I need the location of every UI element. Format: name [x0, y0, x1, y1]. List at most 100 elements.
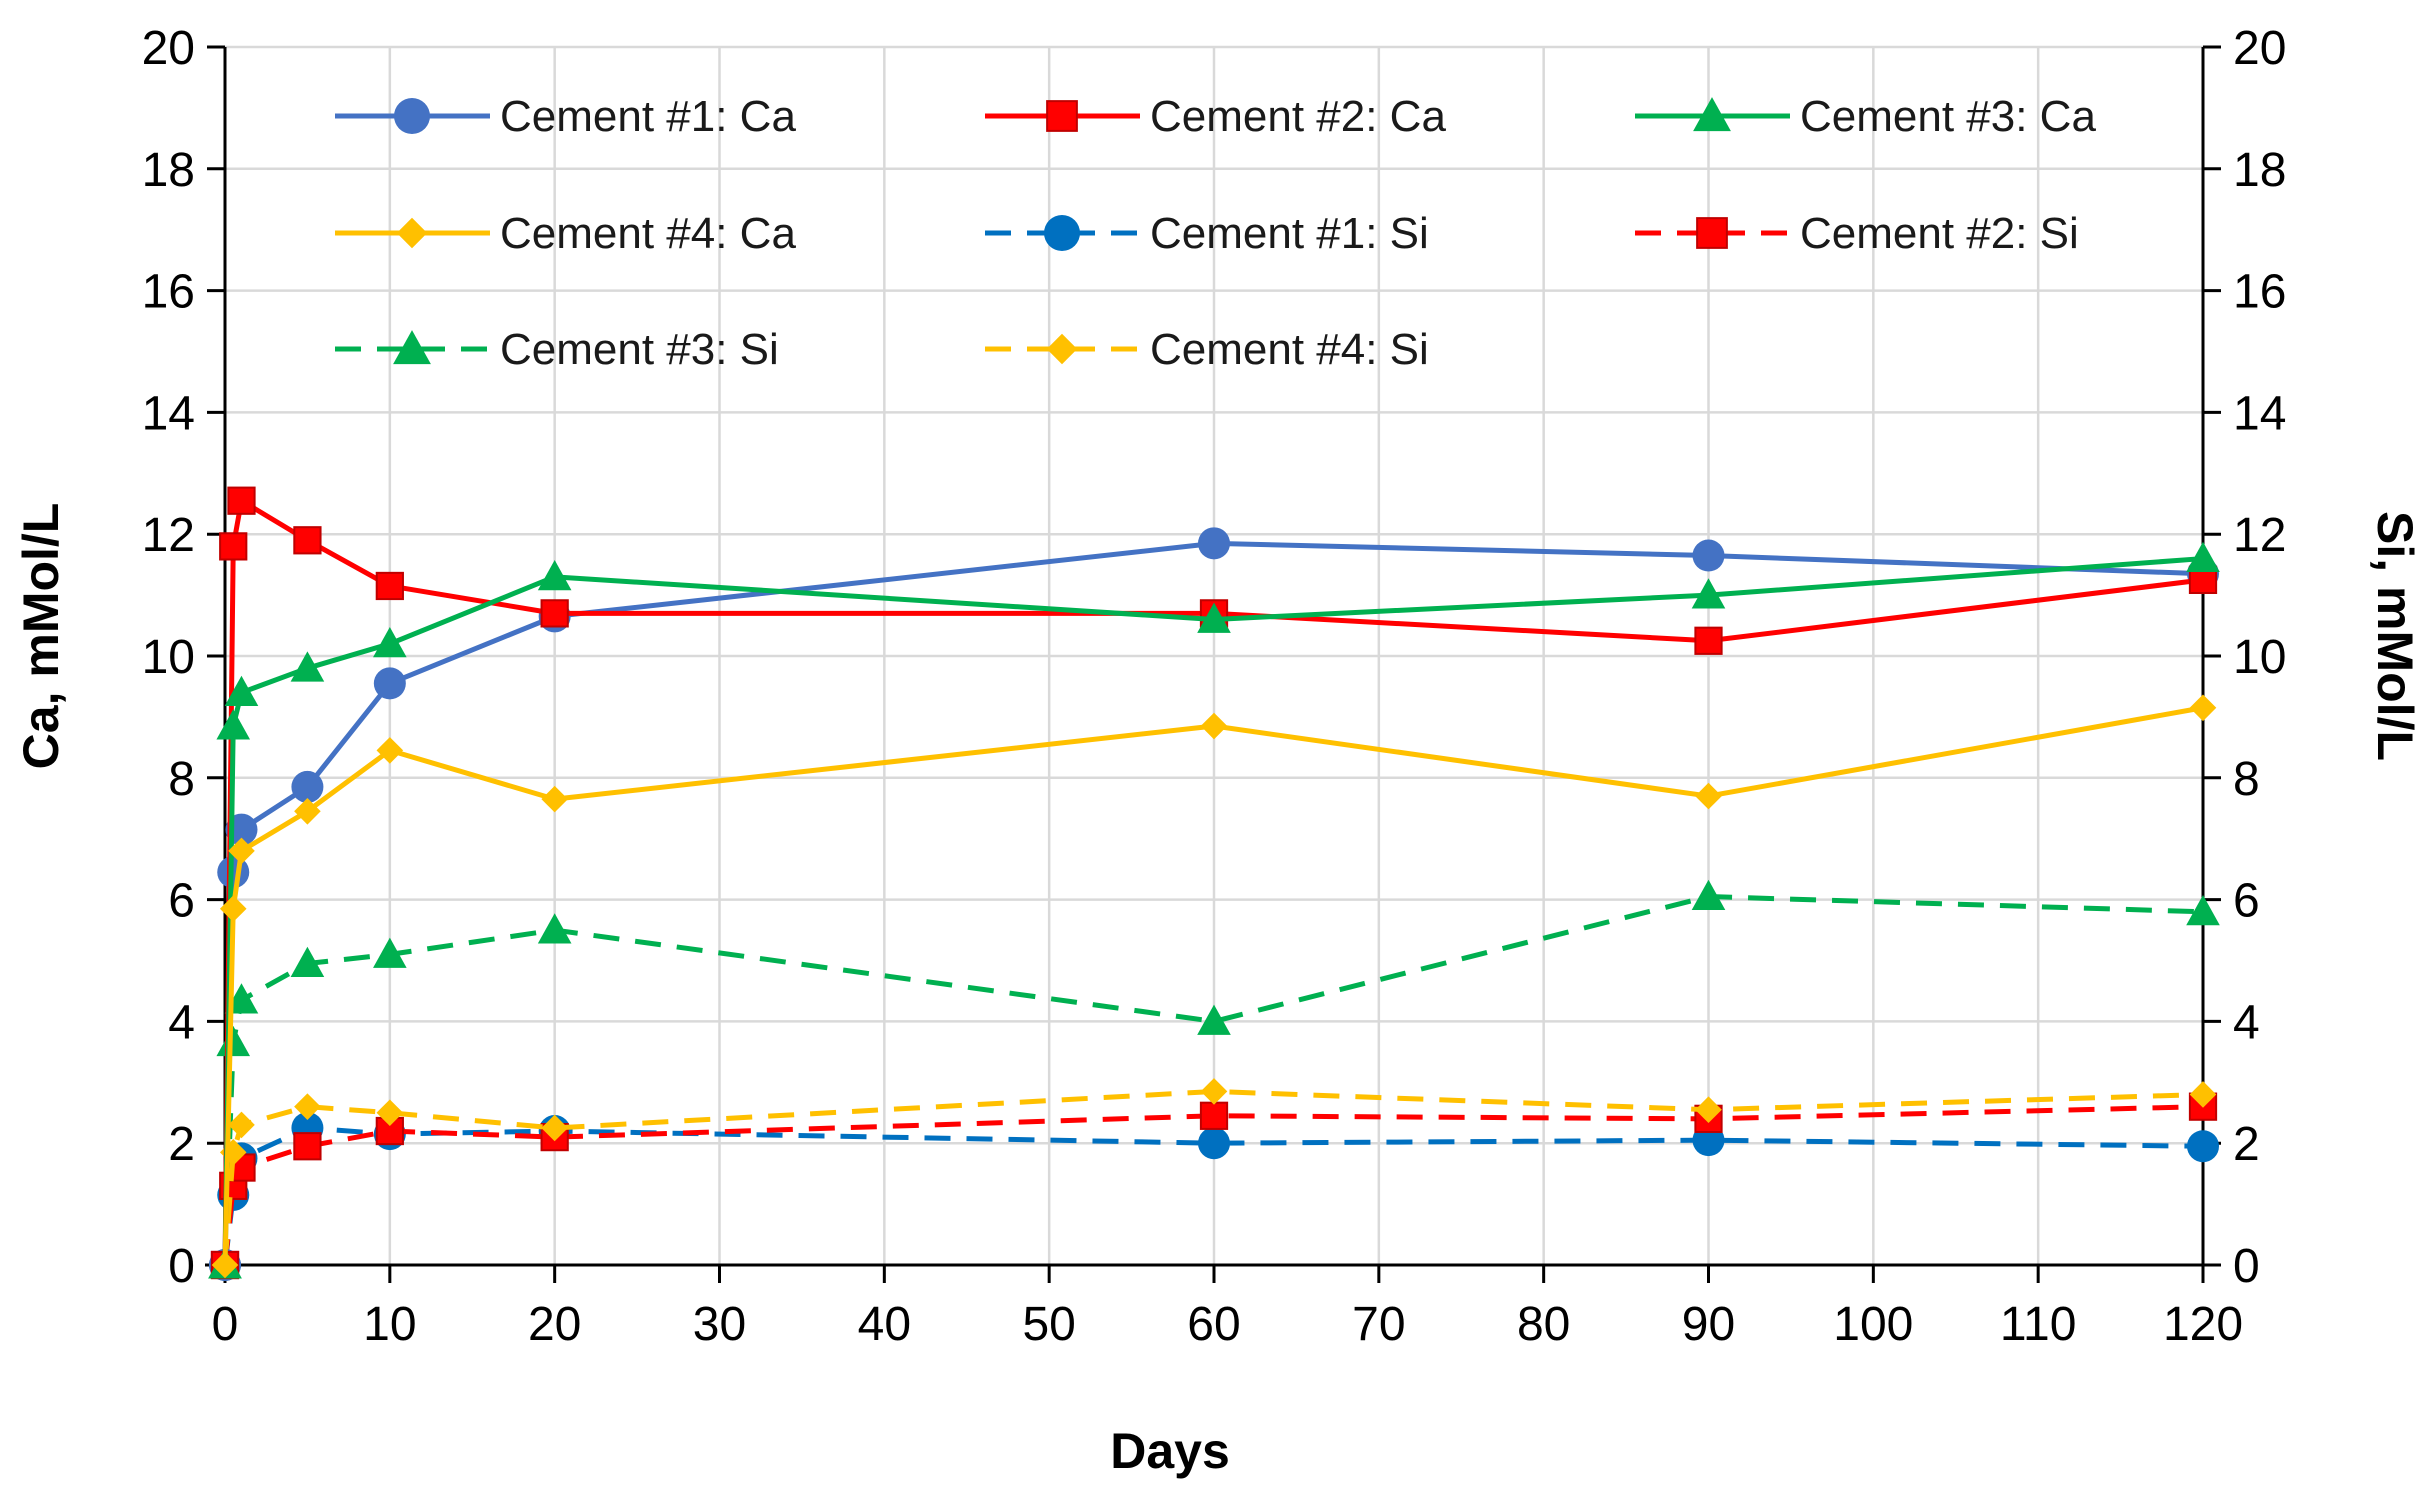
x-tick-label: 90 [1682, 1298, 1735, 1351]
legend-marker [1693, 97, 1731, 132]
data-point [228, 1111, 255, 1139]
data-point [537, 913, 572, 944]
data-point [541, 785, 568, 813]
legend-label: Cement #3: Ca [1800, 92, 2096, 141]
x-tick-label: 10 [363, 1298, 416, 1351]
y-tick-label-left: 8 [168, 753, 195, 806]
legend-marker [1046, 333, 1078, 365]
x-tick-label: 0 [212, 1298, 239, 1351]
y-axis-title-right: Si, mMol/L [2367, 511, 2423, 761]
y-tick-label-left: 2 [168, 1118, 195, 1171]
y-tick-label-right: 6 [2233, 875, 2260, 928]
data-point [376, 737, 404, 764]
data-point [541, 1114, 568, 1142]
x-tick-label: 110 [2000, 1298, 2077, 1351]
data-point [294, 797, 321, 825]
legend-label: Cement #4: Ca [500, 209, 796, 258]
y-tick-label-left: 6 [168, 875, 195, 928]
y-tick-label-left: 18 [142, 144, 195, 197]
data-point [1197, 602, 1231, 633]
y-tick-label-left: 0 [168, 1240, 195, 1293]
y-tick-label-right: 16 [2233, 266, 2286, 319]
x-tick-label: 30 [693, 1298, 746, 1351]
y-tick-label-left: 10 [142, 631, 195, 684]
data-point [290, 946, 325, 977]
y-tick-label-left: 16 [142, 266, 195, 319]
legend-item: Cement #3: Ca [1635, 92, 2096, 141]
data-point [376, 1099, 404, 1127]
data-point [373, 937, 407, 968]
data-point [1200, 712, 1228, 740]
y-tick-label-left: 12 [142, 509, 195, 562]
data-point [1198, 1127, 1230, 1160]
legend-label: Cement #1: Si [1150, 209, 1429, 258]
legend-marker [396, 217, 428, 249]
data-point [1692, 539, 1725, 572]
data-point [2187, 1130, 2219, 1163]
series [208, 486, 2220, 1281]
x-tick-label: 50 [1022, 1298, 1075, 1351]
data-point [2186, 894, 2220, 926]
legend-label: Cement #4: Si [1150, 325, 1429, 374]
y-tick-label-right: 12 [2233, 509, 2286, 562]
data-point [2186, 541, 2220, 572]
legend-label: Cement #3: Si [500, 325, 779, 374]
data-point [2189, 1081, 2217, 1108]
data-point [1694, 626, 1723, 655]
data-point [293, 1132, 322, 1161]
gridlines [225, 45, 2205, 1265]
x-tick-label: 70 [1352, 1298, 1405, 1351]
data-point [219, 895, 247, 923]
y-tick-label-right: 4 [2233, 996, 2260, 1049]
data-point [1199, 1101, 1229, 1130]
data-point [1695, 782, 1722, 810]
data-point [1198, 527, 1230, 560]
data-point [2189, 694, 2217, 722]
legend-label: Cement #2: Si [1800, 209, 2079, 258]
data-point [375, 571, 404, 601]
series-cement-2-ca [210, 486, 2218, 1280]
data-point [1197, 1004, 1231, 1035]
data-point [373, 667, 406, 700]
data-point [1695, 1096, 1722, 1124]
series-line [222, 1088, 2204, 1266]
y-tick-label-right: 2 [2233, 1118, 2260, 1171]
legend-marker [393, 330, 431, 365]
legend-item: Cement #4: Ca [335, 209, 796, 258]
data-point [228, 837, 255, 865]
axes [205, 45, 2221, 1283]
data-point [290, 651, 325, 682]
data-point [216, 1025, 251, 1057]
legend-item: Cement #3: Si [335, 325, 779, 374]
y-axis-title-left: Ca, mMol/L [13, 503, 69, 770]
legend-marker [1044, 215, 1080, 251]
legend-marker [1696, 217, 1728, 249]
data-point [219, 532, 248, 561]
y-tick-label-right: 20 [2233, 22, 2286, 75]
y-tick-label-right: 14 [2233, 387, 2286, 440]
data-point [224, 675, 259, 706]
x-tick-label: 40 [858, 1298, 911, 1351]
y-tick-label-right: 0 [2233, 1240, 2260, 1293]
data-point [293, 526, 322, 555]
y-tick-label-left: 14 [142, 387, 195, 440]
legend-item: Cement #4: Si [985, 325, 1429, 374]
legend-label: Cement #2: Ca [1150, 92, 1446, 141]
data-point [537, 560, 572, 591]
series-cement-4-ca [211, 694, 2217, 1279]
legend-item: Cement #2: Ca [985, 92, 1446, 141]
x-tick-label: 120 [2163, 1298, 2243, 1351]
x-tick-label: 100 [1833, 1298, 1913, 1351]
y-tick-label-right: 10 [2233, 631, 2286, 684]
legend-item: Cement #1: Ca [335, 92, 796, 141]
y-tick-label-right: 8 [2233, 753, 2260, 806]
legend-item: Cement #1: Si [985, 209, 1429, 258]
data-point [1691, 578, 1726, 609]
data-point [291, 770, 324, 803]
data-point [211, 1251, 239, 1279]
x-tick-label: 60 [1187, 1298, 1240, 1351]
legend: Cement #1: Ca Cement #2: Ca Cement #3: Ca C… [335, 92, 2096, 374]
